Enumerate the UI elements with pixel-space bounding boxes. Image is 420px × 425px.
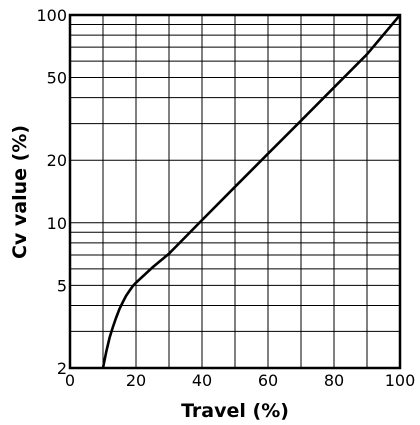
y-tick-label: 100 — [36, 6, 67, 25]
cv-curve-line — [101, 14, 401, 369]
plot-frame — [68, 13, 402, 370]
y-axis-title: Cv value (%) — [9, 125, 31, 259]
y-tick-label: 20 — [47, 151, 67, 170]
y-tick-label: 10 — [47, 214, 67, 233]
x-tick-label: 0 — [65, 371, 75, 390]
x-tick-label: 20 — [126, 371, 146, 390]
y-tick-label: 2 — [57, 359, 67, 378]
y-tick-label: 5 — [57, 276, 67, 295]
y-tick-label: 50 — [47, 69, 67, 88]
x-tick-label: 100 — [385, 371, 416, 390]
x-tick-label: 60 — [258, 371, 278, 390]
x-tick-label: 80 — [324, 371, 344, 390]
x-axis-title: Travel (%) — [181, 400, 289, 422]
tick-layer: 0 20 40 60 80 100 2 5 10 20 50 100 — [36, 6, 415, 390]
x-tick-label: 40 — [192, 371, 212, 390]
grid-layer — [70, 15, 400, 368]
